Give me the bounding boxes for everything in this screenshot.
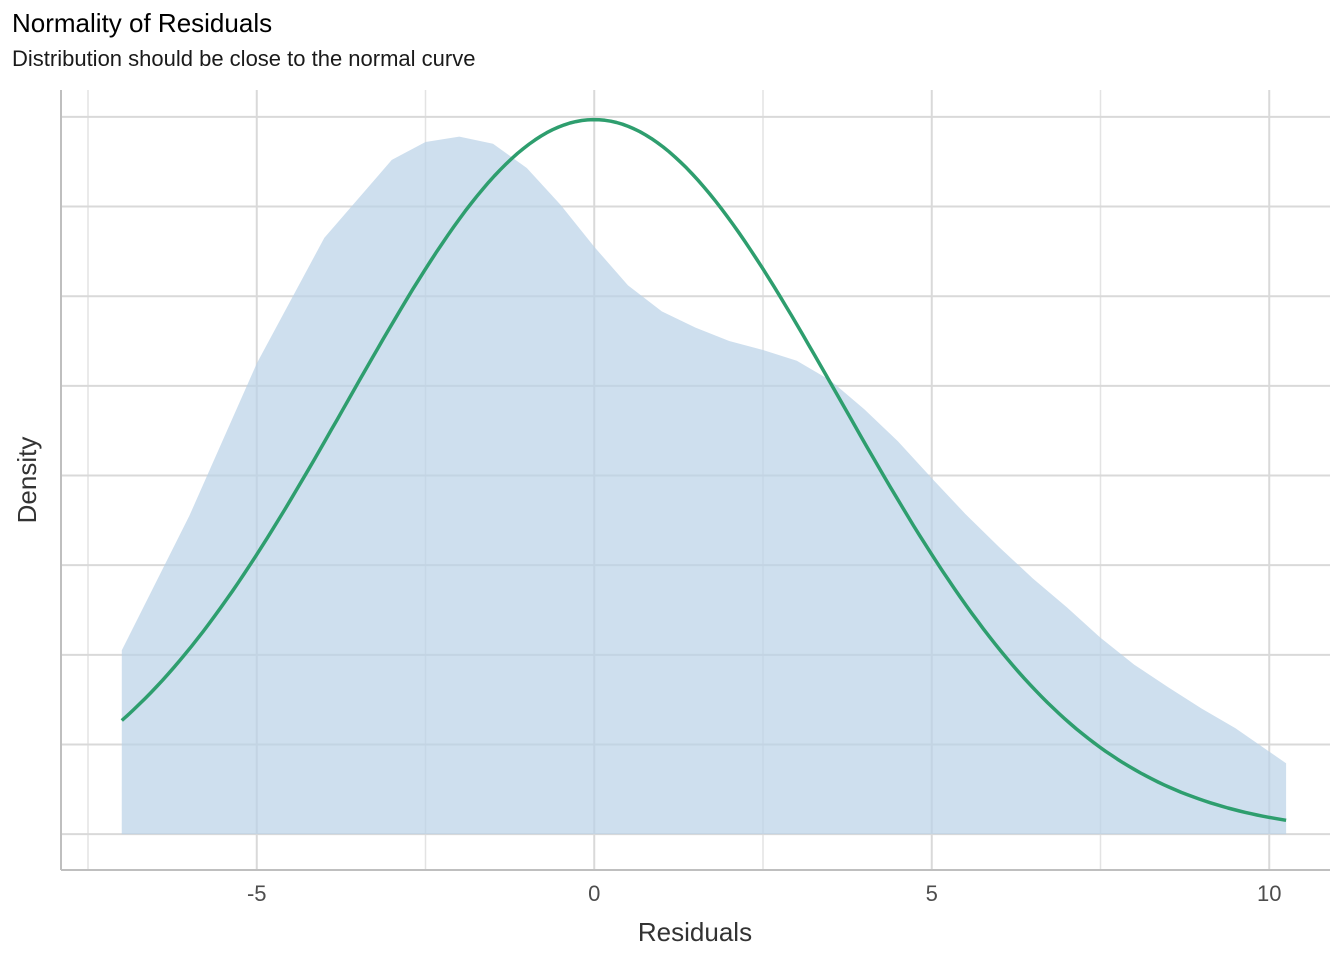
density-area [121,136,1287,835]
normal-curve-layer [120,117,1287,823]
chart-title: Normality of Residuals [12,8,273,38]
axes [60,90,1330,871]
x-tick-label: 10 [1257,881,1281,906]
x-axis-title: Residuals [638,917,752,947]
x-tick-label: 0 [588,881,600,906]
chart-subtitle: Distribution should be close to the norm… [12,46,476,71]
y-axis-title: Density [12,437,42,524]
x-tick-label: 5 [926,881,938,906]
normal-curve-line [120,117,1287,823]
x-tick-labels: -5 0 5 10 [247,881,1282,906]
x-tick-label: -5 [247,881,267,906]
density-area-layer [121,136,1287,835]
